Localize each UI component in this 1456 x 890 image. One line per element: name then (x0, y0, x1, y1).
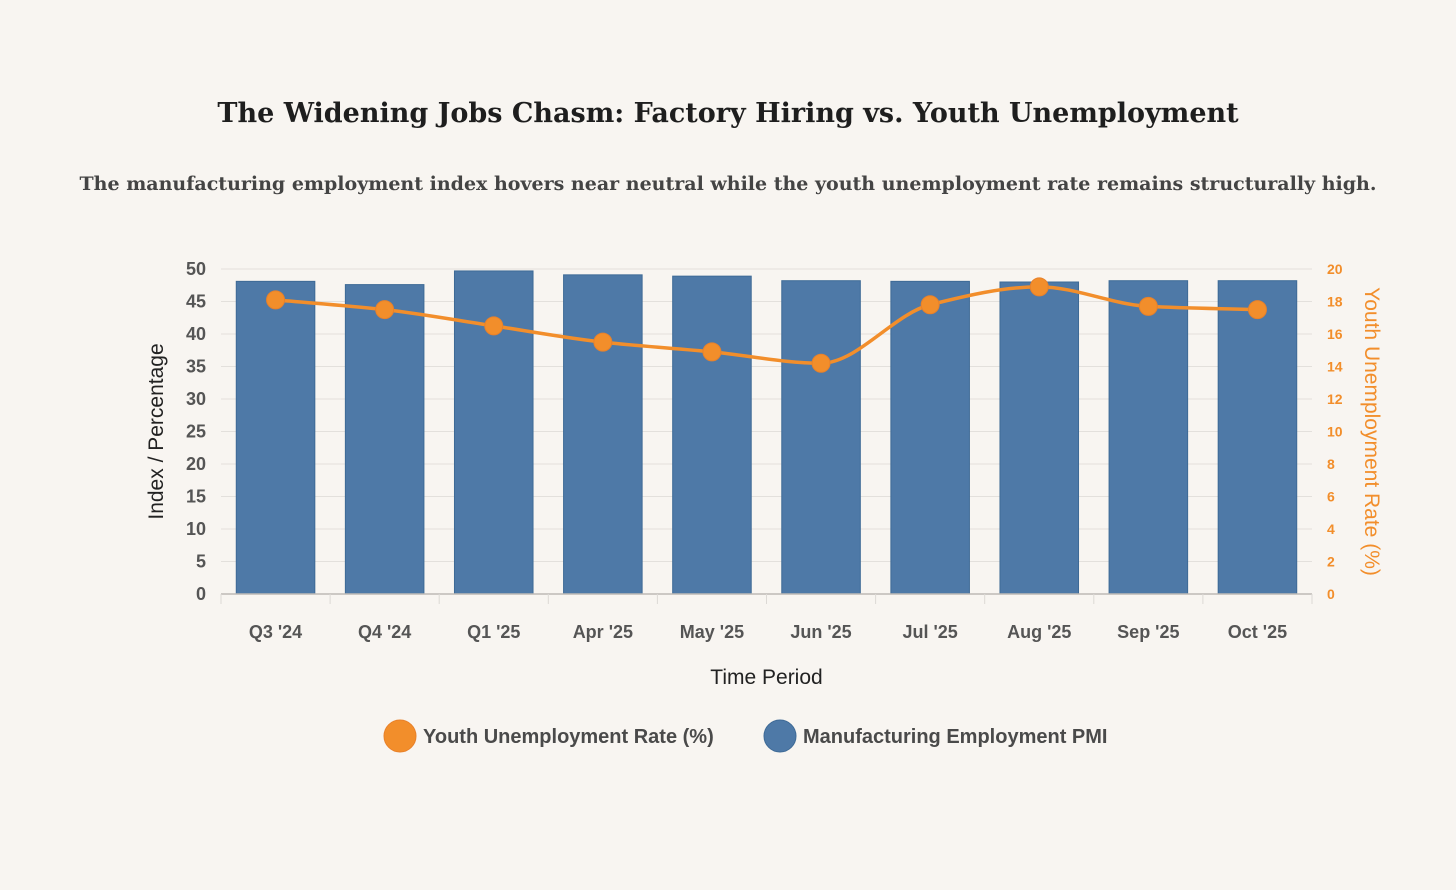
youth-unemployment-line (275, 285, 1258, 366)
x-axis-title: Time Period (710, 666, 822, 689)
legend-swatch (383, 719, 417, 753)
chart-subtitle: The manufacturing employment index hover… (79, 173, 1377, 195)
bar (235, 280, 316, 595)
y-tick-label: 30 (186, 389, 206, 409)
y2-tick-label: 0 (1327, 586, 1335, 602)
data-point (593, 332, 613, 352)
x-tick-label: Jul '25 (902, 622, 957, 642)
y2-tick-label: 8 (1327, 456, 1335, 472)
y2-tick-label: 14 (1327, 359, 1343, 375)
legend-label: Manufacturing Employment PMI (803, 726, 1107, 748)
y-tick-label: 15 (186, 487, 206, 507)
x-tick-label: Apr '25 (573, 622, 633, 642)
x-tick-label: May '25 (680, 622, 744, 642)
x-tick-label: Q1 '25 (467, 622, 520, 642)
bar (344, 284, 425, 595)
y2-tick-label: 4 (1327, 521, 1335, 537)
legend-label: Youth Unemployment Rate (%) (423, 726, 714, 748)
x-tick-label: Oct '25 (1228, 622, 1287, 642)
y-tick-label: 10 (186, 519, 206, 539)
axis-labels: 0 5 10 15 20 25 30 35 40 45 50 0 2 4 6 8 10 12 14 16 18 20 Q3 … (145, 259, 1383, 689)
legend-item: Manufacturing Employment PMI (763, 719, 1107, 753)
y-tick-label: 5 (196, 552, 206, 572)
data-point (1247, 300, 1267, 320)
data-point (702, 342, 722, 362)
bar (781, 280, 861, 595)
legend-item: Youth Unemployment Rate (%) (383, 719, 714, 753)
data-point (375, 300, 395, 320)
y-tick-label: 50 (186, 259, 206, 279)
x-tick-label: Jun '25 (790, 622, 851, 642)
bar-series (235, 270, 1298, 595)
y2-tick-label: 16 (1327, 326, 1343, 342)
y2-tick-label: 10 (1327, 424, 1343, 440)
x-tick-label: Q3 '24 (249, 622, 302, 642)
y-tick-label: 0 (196, 584, 206, 604)
bar (890, 280, 970, 595)
x-tick-label: Sep '25 (1117, 622, 1179, 642)
data-point (266, 290, 286, 310)
line-series (266, 277, 1267, 373)
y-tick-label: 35 (186, 357, 206, 377)
y-axis-title: Index / Percentage (145, 343, 168, 519)
y2-tick-label: 2 (1327, 554, 1335, 570)
bar (1217, 280, 1298, 595)
chart-title: The Widening Jobs Chasm: Factory Hiring … (217, 98, 1239, 129)
legend: Youth Unemployment Rate (%) Manufacturing… (383, 719, 1107, 753)
data-point (1138, 296, 1158, 316)
bar (999, 281, 1080, 595)
y2-axis-title: Youth Unemployment Rate (%) (1360, 287, 1383, 576)
legend-swatch (763, 719, 797, 753)
y2-tick-label: 12 (1327, 391, 1343, 407)
bar (672, 275, 752, 595)
bar (1108, 280, 1189, 595)
x-tick-label: Q4 '24 (358, 622, 411, 642)
y2-tick-label: 20 (1327, 261, 1343, 277)
y-tick-label: 40 (186, 324, 206, 344)
y-tick-label: 25 (186, 422, 206, 442)
data-point (1029, 277, 1049, 297)
data-point (920, 295, 940, 315)
y2-tick-label: 6 (1327, 489, 1335, 505)
x-tick-label: Aug '25 (1007, 622, 1071, 642)
y-tick-label: 45 (186, 292, 206, 312)
data-point (811, 353, 831, 373)
y2-tick-label: 18 (1327, 294, 1343, 310)
bar (563, 274, 643, 595)
y-tick-label: 20 (186, 454, 206, 474)
data-point (484, 316, 504, 336)
axes (220, 593, 1313, 604)
